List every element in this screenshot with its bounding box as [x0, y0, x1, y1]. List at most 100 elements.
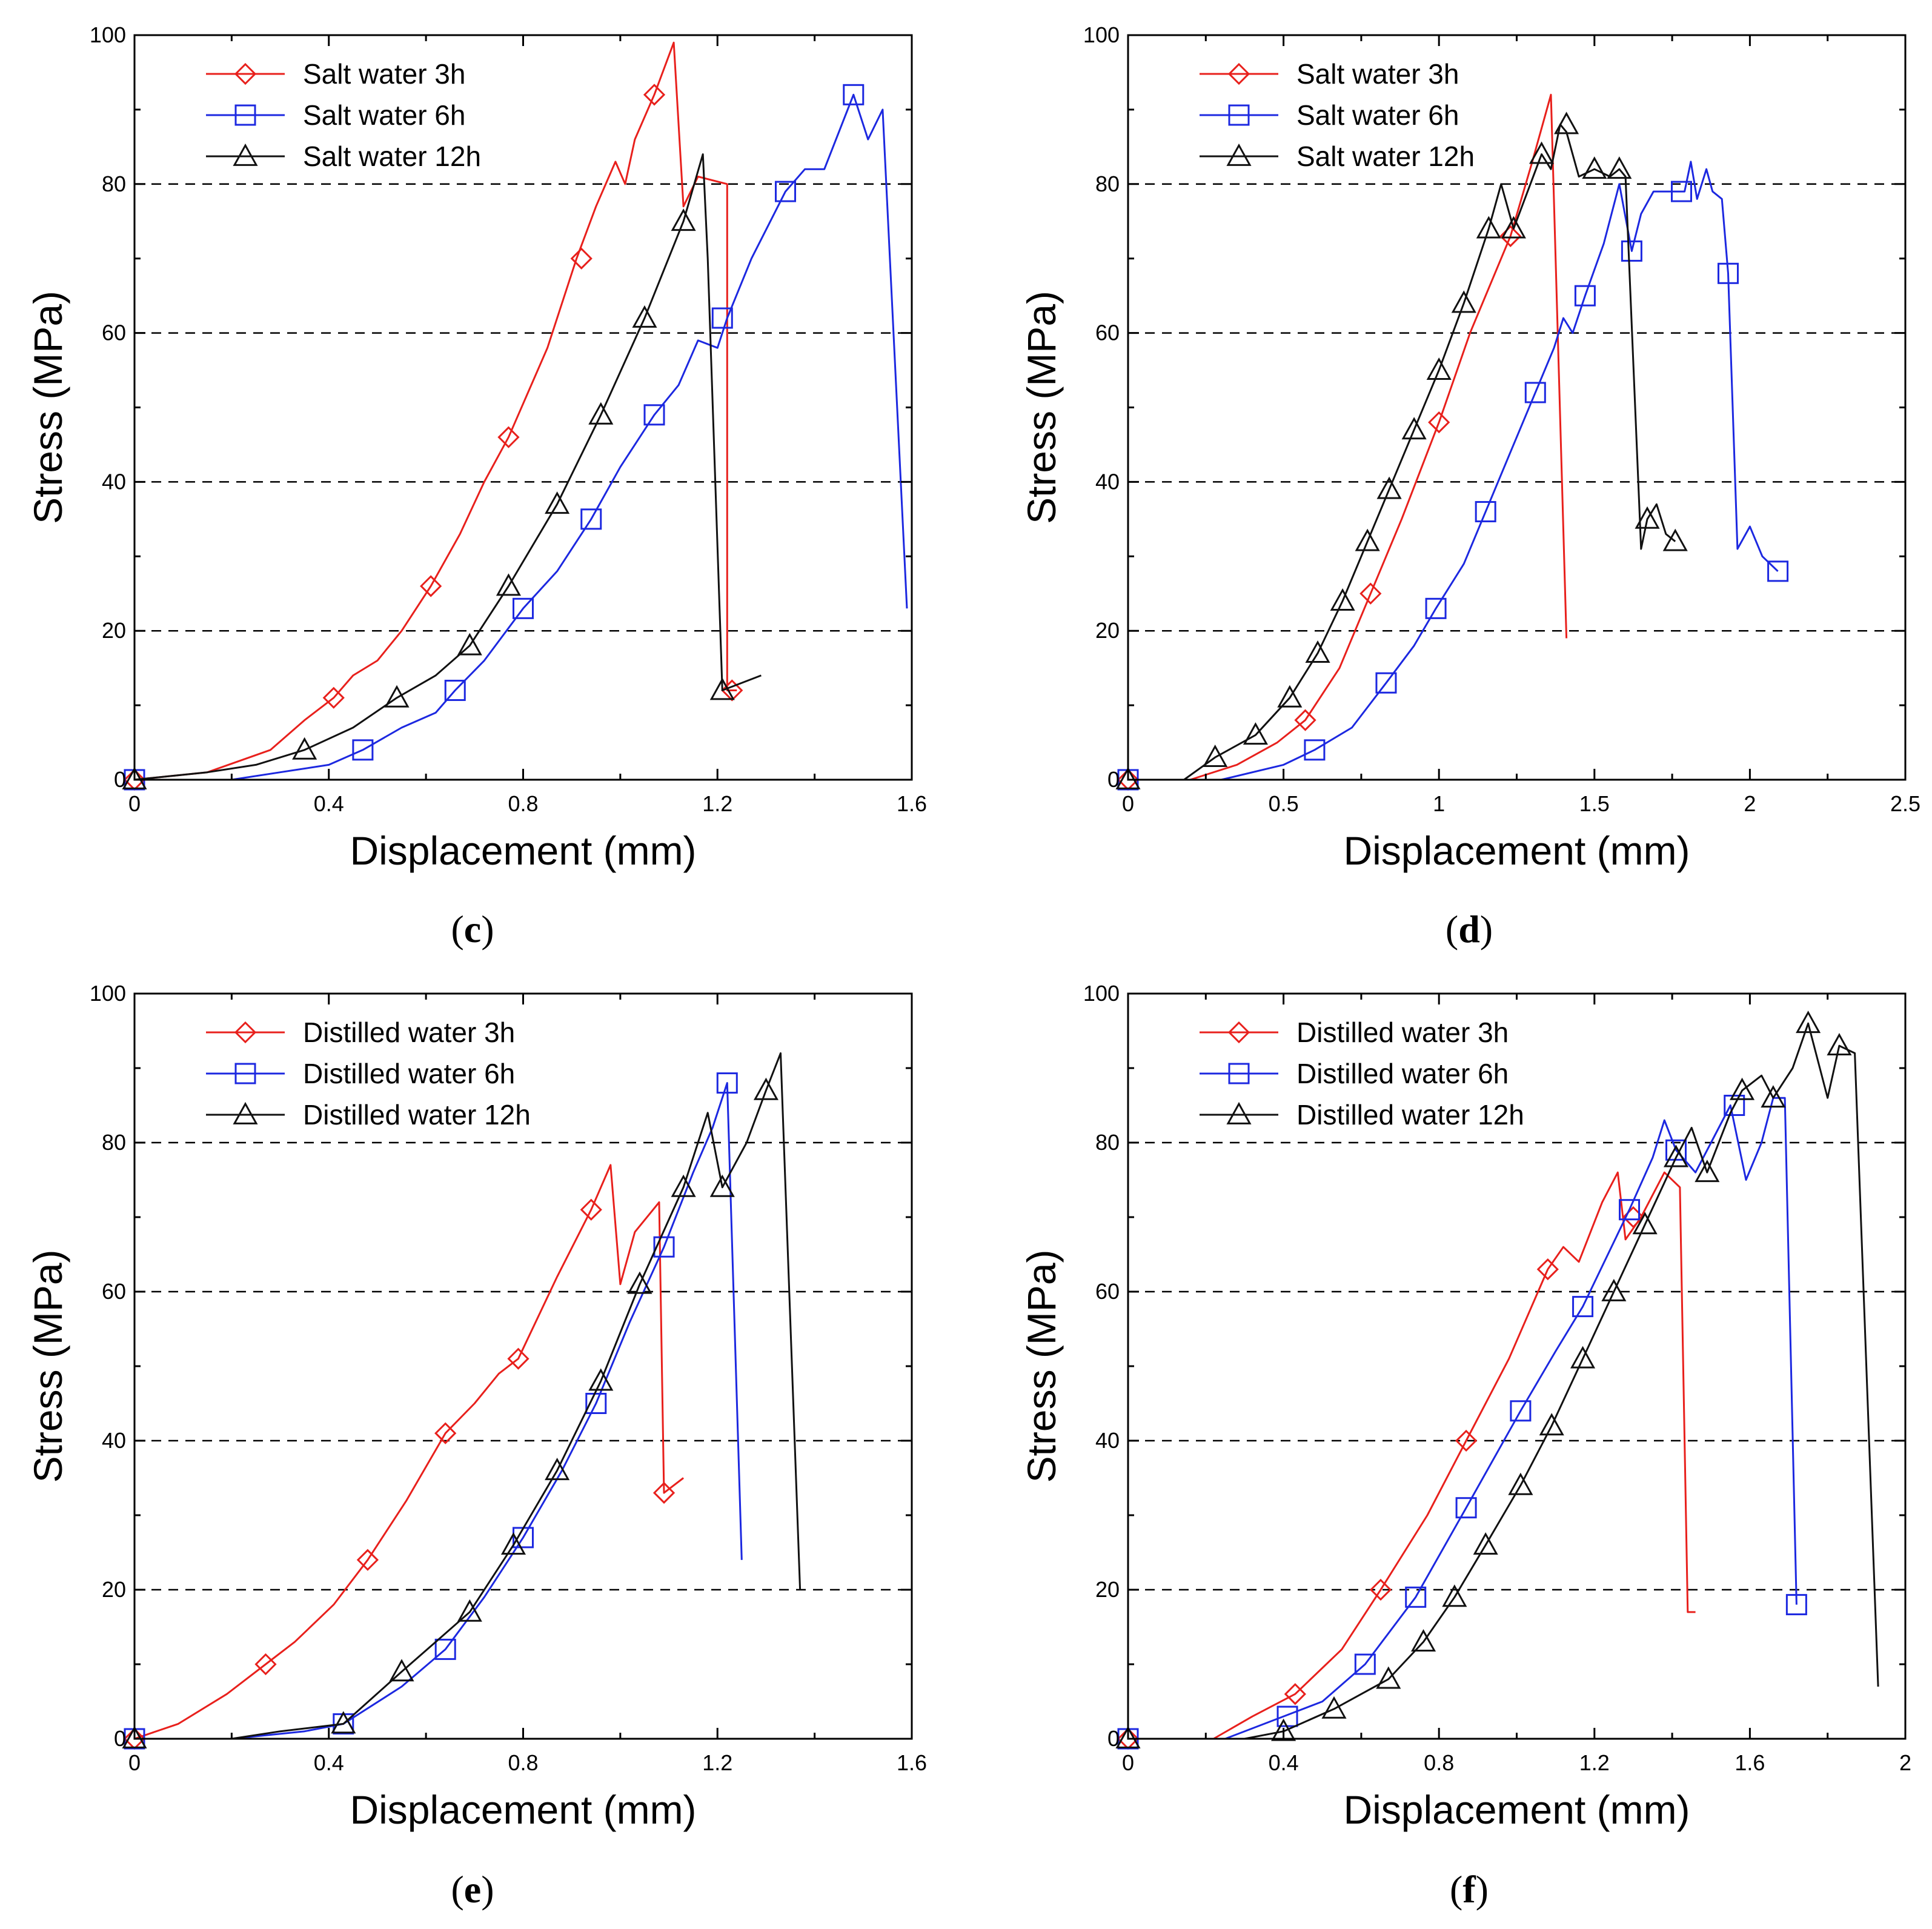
data-point-triangle [1663, 1144, 1689, 1167]
legend-marker-triangle [233, 143, 258, 166]
data-point-square [1572, 1296, 1594, 1318]
data-point-square [1717, 262, 1739, 284]
legend-label: Salt water 6h [303, 99, 465, 131]
y-tick-label: 80 [102, 1130, 126, 1155]
data-point-square [1304, 739, 1326, 761]
series-line-square [1128, 1097, 1798, 1740]
panel-label: (f) [1450, 1868, 1489, 1911]
data-point-square [1425, 597, 1447, 619]
legend-label: Distilled water 12h [1296, 1099, 1524, 1131]
legend-marker-triangle [1226, 143, 1252, 166]
data-point-triangle [122, 1725, 147, 1748]
data-point-triangle [1271, 1718, 1296, 1741]
series-line-triangle [134, 1052, 802, 1740]
data-point-square [1354, 1653, 1376, 1675]
y-tick-label: 100 [1083, 22, 1120, 47]
data-point-triangle [709, 1174, 735, 1197]
data-point-square [1767, 560, 1789, 582]
x-tick-label: 1.2 [1579, 1750, 1610, 1775]
data-point-triangle [500, 1532, 526, 1555]
y-tick-label: 40 [1095, 1428, 1120, 1453]
data-point-diamond [570, 247, 593, 270]
data-point-square [513, 597, 534, 619]
data-point-triangle [389, 1659, 414, 1682]
data-point-square [653, 1236, 675, 1258]
data-point-diamond [356, 1549, 379, 1571]
y-axis-title: Stress (MPa) [1019, 1249, 1064, 1482]
data-point-triangle [588, 1368, 614, 1391]
panel-d: 0 20 40 60 80 100 0 0.5 1 1.5 2 2.5 Displacement (mm… [1019, 22, 1920, 951]
legend-label: Distilled water 6h [303, 1058, 515, 1089]
data-point-square [1375, 672, 1397, 694]
data-point-triangle [753, 1077, 778, 1100]
data-point-square [711, 307, 733, 329]
x-axis-title: Displacement (mm) [1343, 1787, 1690, 1832]
data-point-triangle [1277, 685, 1303, 708]
data-point-square [1574, 285, 1596, 307]
series-line-square [134, 1082, 743, 1740]
data-point-diamond [1455, 1429, 1478, 1452]
y-tick-label: 100 [90, 981, 126, 1006]
data-point-square [1785, 1594, 1807, 1616]
y-tick-label: 20 [1095, 1577, 1120, 1602]
y-tick-label: 40 [1095, 469, 1120, 494]
legend: Distilled water 3h Distilled water 6h Dist… [206, 1017, 531, 1131]
legend-marker-diamond [1227, 1021, 1250, 1044]
data-point-triangle [1554, 111, 1579, 134]
x-tick-label: 0.8 [508, 791, 538, 816]
data-point-triangle [1730, 1077, 1755, 1100]
data-point-triangle [122, 766, 147, 789]
x-tick-label: 0 [1122, 1750, 1134, 1775]
data-point-triangle [1410, 1629, 1436, 1652]
y-tick-label: 40 [102, 1428, 126, 1453]
series-line-diamond [1128, 93, 1568, 781]
data-point-square [444, 680, 466, 702]
y-tick-label: 0 [114, 1726, 126, 1751]
data-point-diamond [580, 1198, 602, 1221]
data-point-triangle [1376, 476, 1402, 499]
x-tick-label: 1.2 [702, 1750, 732, 1775]
data-point-triangle [1539, 1413, 1564, 1436]
data-point-diamond [497, 426, 520, 448]
x-tick-label: 0.4 [314, 1750, 344, 1775]
x-tick-label: 0.8 [1424, 1750, 1454, 1775]
y-tick-label: 60 [1095, 1279, 1120, 1304]
x-tick-label: 1.2 [702, 791, 732, 816]
data-point-triangle [627, 1271, 652, 1294]
data-point-triangle [1476, 216, 1501, 239]
data-point-diamond [434, 1422, 457, 1444]
data-point-triangle [1508, 1472, 1533, 1495]
y-tick-label: 80 [1095, 171, 1120, 196]
data-point-triangle [1473, 1532, 1498, 1555]
data-point-triangle [496, 573, 521, 596]
data-point-triangle [292, 737, 317, 760]
x-tick-label: 1.6 [897, 1750, 927, 1775]
data-point-square [1724, 1095, 1745, 1116]
legend-label: Salt water 12h [303, 141, 481, 172]
legend: Distilled water 3h Distilled water 6h Dist… [1200, 1017, 1524, 1131]
data-point-diamond [652, 1481, 676, 1504]
x-tick-label: 1 [1433, 791, 1445, 816]
y-tick-label: 100 [90, 22, 126, 47]
legend-label: Salt water 6h [1296, 99, 1459, 131]
data-point-triangle [1321, 1696, 1347, 1719]
legend-marker-square [234, 1063, 256, 1084]
data-point-triangle [1827, 1033, 1852, 1055]
panel-f: 0 20 40 60 80 100 0 0.4 0.8 1.2 1.6 2 Displacement (… [1019, 981, 1911, 1911]
data-point-triangle [1243, 722, 1268, 745]
y-tick-label: 0 [1107, 1726, 1120, 1751]
data-point-triangle [1607, 156, 1632, 179]
panel-c: 0 20 40 60 80 100 0 0.4 0.8 1.2 1.6 Displacement (m… [25, 22, 927, 951]
data-point-diamond [1359, 582, 1382, 605]
data-point-triangle [671, 1174, 696, 1197]
data-point-triangle [1529, 141, 1555, 164]
data-point-square [585, 1393, 607, 1414]
legend-marker-diamond [1227, 62, 1250, 85]
data-point-triangle [384, 685, 410, 708]
y-tick-label: 80 [1095, 1130, 1120, 1155]
data-point-diamond [1284, 1683, 1306, 1705]
legend-marker-square [1228, 104, 1250, 126]
data-point-square [1670, 181, 1692, 202]
data-point-square [352, 739, 374, 761]
